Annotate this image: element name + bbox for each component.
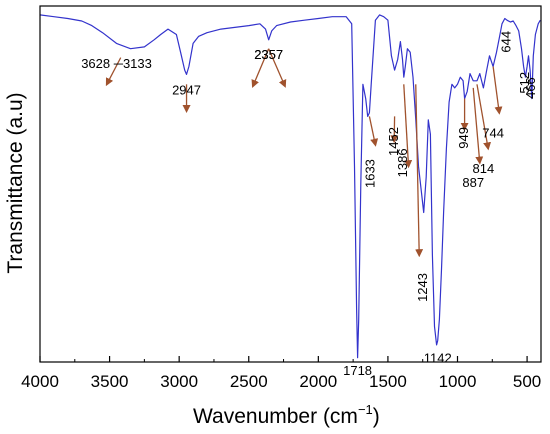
x-tick-label: 2500: [230, 372, 268, 391]
x-axis-label-main: Wavenumber (cm: [193, 405, 358, 428]
peak-label-744: 744: [482, 125, 504, 140]
x-tick-label: 2000: [299, 372, 337, 391]
peak-label-644: 644: [498, 31, 513, 53]
y-axis-label: Transmittance (a.u): [4, 92, 27, 273]
peak-label-2357: 2357: [254, 47, 283, 62]
annotation-arrow-12: [476, 84, 492, 151]
x-tick-label: 500: [513, 372, 541, 391]
peak-label-1142: 1142: [424, 350, 452, 365]
plot-frame: [39, 5, 542, 363]
annotation-arrow-3: [268, 48, 287, 88]
annotation-arrow-2: [251, 48, 270, 88]
plot-area: [39, 14, 541, 359]
x-axis-label-superscript: −1: [358, 402, 373, 417]
x-axis-label-close: ): [373, 405, 380, 428]
peak-label-512: 512: [517, 72, 532, 94]
peak-annotations: 3628 ─3133294723572357171816331452138612…: [81, 31, 538, 378]
peak-label-1386: 1386: [395, 148, 410, 177]
peak-label-3628-3133: 3628 ─3133: [81, 56, 152, 71]
peak-label-466: 466: [523, 77, 538, 99]
annotation-arrow-11: [472, 87, 484, 165]
annotation-arrow-0: [105, 57, 122, 87]
peak-label-1633: 1633: [363, 159, 378, 188]
peak-label-887: 887: [462, 175, 484, 190]
axes: 4000 3500 3000 2500 2000 1500 1000 500: [21, 5, 542, 391]
annotation-arrow-7: [403, 84, 413, 169]
x-tick-label: 1500: [369, 372, 407, 391]
peak-label-1452: 1452: [386, 127, 401, 156]
peak-label-1243: 1243: [415, 273, 430, 302]
x-tick-label: 1000: [439, 372, 477, 391]
x-tick-label: 3000: [160, 372, 198, 391]
x-tick-label: 4000: [21, 372, 59, 391]
annotation-arrow-8: [415, 84, 424, 258]
annotation-arrow-13: [492, 66, 503, 115]
spectrum-line-0: [39, 14, 541, 359]
annotation-arrow-5: [368, 116, 379, 147]
peak-label-949: 949: [456, 127, 471, 149]
peak-label-814: 814: [473, 161, 495, 176]
peak-label-2357: 2357: [254, 47, 283, 62]
x-tick-label: 3500: [91, 372, 129, 391]
peak-label-1718: 1718: [343, 363, 372, 378]
peak-label-2947: 2947: [172, 83, 201, 98]
x-axis-label: Wavenumber (cm−1): [193, 402, 380, 428]
